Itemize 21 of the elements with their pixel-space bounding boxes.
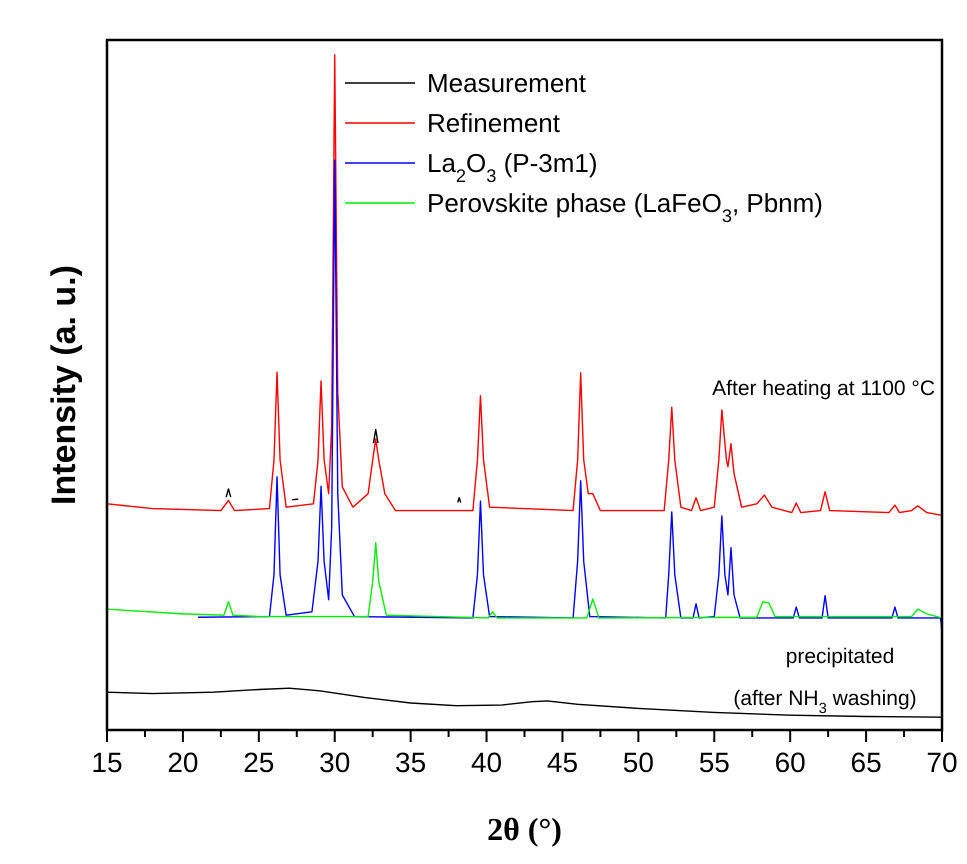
x-tick-label: 20	[167, 747, 198, 778]
annotation: (after NH$_{3}$ washing)	[733, 687, 917, 717]
legend-label: La$_{2}$O$_{3}$ (P-3m1)	[427, 148, 598, 186]
x-tick-label: 35	[395, 747, 426, 778]
annotation: precipitated	[786, 645, 894, 668]
x-tick-label: 15	[91, 747, 123, 778]
y-axis-title: Intensity (a. u.)	[45, 265, 83, 505]
x-axis-title: 2θ (°)	[487, 811, 562, 847]
x-tick-label: 50	[622, 747, 654, 778]
x-tick-label: 25	[243, 747, 274, 778]
x-tick-label: 40	[470, 747, 502, 778]
annotation: After heating at 1100 °C	[712, 377, 935, 400]
x-tick-label: 30	[319, 747, 350, 778]
legend-label: Measurement	[427, 68, 587, 98]
legend-label: Perovskite phase (LaFeO$_{3}$, Pbnm)	[427, 188, 823, 226]
x-tick-label: 70	[926, 747, 958, 778]
x-tick-label: 45	[546, 747, 578, 778]
x-tick-label: 65	[850, 747, 882, 778]
legend-label: Refinement	[427, 108, 561, 138]
x-tick-label: 55	[698, 747, 730, 778]
x-tick-label: 60	[774, 747, 806, 778]
